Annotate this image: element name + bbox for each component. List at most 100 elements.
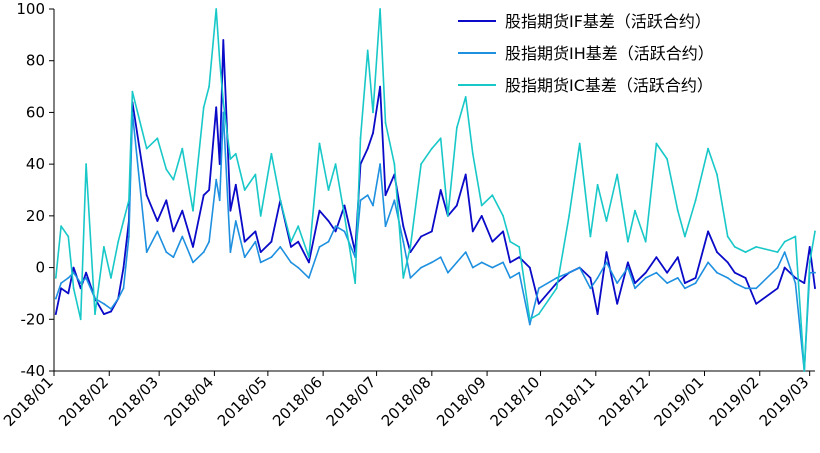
data-point [776, 251, 779, 254]
data-point [814, 287, 816, 290]
data-point [393, 163, 396, 166]
data-point [528, 323, 531, 326]
series-0 [54, 39, 816, 315]
data-point [254, 230, 257, 233]
x-tick-label: 2018/07 [323, 373, 380, 430]
data-point [783, 251, 786, 254]
data-point [218, 59, 221, 62]
data-point [528, 318, 531, 321]
data-point [555, 277, 558, 279]
data-point [67, 235, 70, 238]
data-point [156, 230, 159, 233]
data-point [215, 106, 218, 109]
data-point [634, 209, 636, 212]
data-point [72, 287, 75, 290]
data-point [447, 215, 449, 217]
data-point [634, 287, 636, 290]
data-point [409, 246, 412, 248]
data-point [439, 256, 442, 259]
data-point [218, 163, 221, 166]
data-point [72, 271, 75, 274]
data-point [192, 246, 194, 248]
data-point [605, 251, 608, 254]
data-point [308, 277, 310, 279]
data-point [145, 194, 148, 197]
data-point [744, 277, 747, 279]
data-point [384, 225, 387, 228]
data-point [234, 183, 237, 186]
data-point [537, 313, 540, 315]
data-point [814, 230, 816, 233]
data-point [372, 132, 374, 135]
x-tick-label: 2018/12 [595, 373, 652, 430]
data-point [72, 266, 75, 269]
data-point [67, 292, 70, 295]
data-point [165, 168, 168, 171]
x-tick-label: 2018/08 [378, 373, 435, 430]
data-point [243, 256, 246, 259]
data-point [518, 246, 521, 248]
data-point [568, 215, 570, 217]
data-point [208, 85, 211, 88]
data-point [684, 287, 686, 290]
data-point [172, 178, 175, 181]
data-point [259, 261, 262, 264]
data-point [439, 137, 442, 140]
data-point [192, 261, 194, 264]
data-point [334, 230, 337, 233]
data-point [192, 209, 194, 212]
x-tick-label: 2018/02 [55, 373, 112, 430]
data-point [122, 287, 125, 290]
data-point [666, 271, 668, 274]
data-point [94, 313, 96, 315]
data-point [634, 282, 636, 284]
data-point [117, 240, 120, 243]
data-point [279, 199, 282, 202]
data-point [290, 246, 292, 248]
data-point [509, 240, 512, 243]
data-point [644, 271, 647, 274]
data-point [455, 204, 458, 207]
data-point [726, 235, 729, 238]
data-point [471, 266, 474, 269]
data-point [694, 282, 697, 284]
x-tick-label: 2018/04 [160, 373, 217, 430]
data-point [172, 256, 175, 259]
data-point [318, 209, 321, 212]
data-point [234, 220, 237, 222]
data-point [402, 240, 405, 243]
data-point [110, 310, 112, 313]
data-point [676, 277, 679, 279]
data-point [596, 183, 599, 186]
data-point [733, 271, 736, 274]
data-point [259, 215, 262, 217]
data-point [208, 189, 211, 191]
data-point [229, 158, 232, 160]
data-point [131, 90, 134, 93]
data-point [270, 256, 273, 259]
data-point [359, 199, 362, 202]
data-point [297, 240, 300, 243]
data-point [676, 256, 679, 259]
data-point [744, 287, 747, 290]
data-point [103, 302, 105, 305]
data-point [676, 209, 679, 212]
data-point [181, 147, 184, 150]
x-tick-label: 2018/09 [433, 373, 490, 430]
x-tick-label: 2018/05 [214, 373, 271, 430]
data-point [402, 277, 405, 279]
y-tick-label: 0 [35, 259, 45, 277]
data-point [471, 152, 474, 155]
y-tick-label: 60 [26, 103, 45, 121]
y-tick-label: 20 [26, 207, 45, 225]
data-point [666, 158, 668, 160]
data-point [716, 251, 718, 254]
series-2 [54, 8, 816, 372]
data-point [509, 261, 512, 264]
data-point [290, 240, 292, 243]
data-point [354, 282, 357, 284]
data-point [165, 251, 168, 254]
data-point [145, 251, 148, 254]
data-point [393, 199, 396, 202]
